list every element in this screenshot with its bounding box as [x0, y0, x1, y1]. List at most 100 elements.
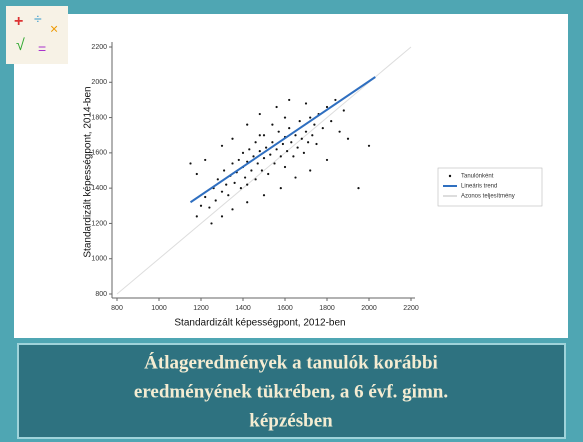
scatter-point [330, 120, 333, 123]
x-tick-label: 1400 [235, 305, 251, 312]
trend-line [116, 46, 412, 295]
scatter-point [315, 142, 318, 146]
scatter-point [367, 144, 371, 147]
scatter-point [313, 123, 316, 126]
scatter-point [338, 130, 341, 133]
scatter-point [214, 199, 217, 202]
scatter-point [275, 105, 278, 109]
scatter-point [199, 204, 203, 207]
scatter-point [231, 137, 234, 140]
svg-text:=: = [38, 41, 46, 57]
scatter-point [288, 127, 291, 130]
caption-line: képzésben [249, 410, 333, 431]
scatter-point [241, 151, 245, 154]
scatter-point [309, 169, 312, 172]
scatter-point [279, 155, 282, 158]
scatter-point [233, 181, 236, 184]
scatter-point [265, 146, 268, 149]
y-tick-label: 1000 [91, 256, 107, 263]
trend-line [189, 76, 376, 204]
scatter-point [311, 134, 314, 137]
x-axis-label: Standardizált képességpont, 2012-ben [174, 318, 345, 329]
scatter-point [208, 206, 211, 209]
x-tick-label: 2000 [361, 305, 377, 312]
scatter-point [271, 141, 274, 144]
svg-text:+: + [14, 13, 23, 30]
x-tick-label: 1000 [151, 305, 167, 312]
scatter-point [220, 144, 224, 147]
scatter-point [258, 134, 261, 137]
scatter-point [246, 201, 249, 204]
scatter-point [195, 215, 198, 218]
legend-label: Lineáris trend [461, 184, 497, 190]
scatter-point [195, 172, 198, 176]
caption-line: eredményének tükrében, a 6 évf. gimn. [134, 381, 448, 402]
x-tick-label: 1600 [277, 305, 293, 312]
y-tick-label: 1600 [91, 150, 107, 157]
scatter-point [271, 123, 274, 126]
scatter-point [262, 157, 266, 160]
scatter-point [288, 98, 291, 102]
scatter-point [346, 137, 350, 140]
scatter-point [321, 127, 324, 130]
scatter-point [256, 162, 259, 165]
scatter-point [342, 109, 345, 112]
scatter-point [307, 141, 310, 144]
scatter-point [204, 158, 207, 162]
scatter-point [258, 112, 261, 116]
scatter-point [231, 162, 234, 165]
scatter-point [248, 148, 251, 151]
scatter-point [246, 123, 249, 126]
svg-text:÷: ÷ [34, 11, 42, 27]
scatter-point [239, 187, 242, 190]
scatter-point [244, 176, 247, 179]
scatter-point [304, 130, 308, 133]
svg-text:×: × [50, 21, 58, 37]
legend-label: Tanulónként [461, 174, 494, 180]
scatter-point [273, 162, 276, 165]
y-tick-label: 2200 [91, 44, 107, 51]
scatter-point [304, 102, 308, 105]
scatter-point [275, 148, 278, 151]
scatter-point [258, 149, 261, 153]
scatter-point [283, 116, 287, 119]
y-tick-label: 1200 [91, 220, 107, 227]
scatter-point [237, 158, 240, 162]
scatter-point [325, 105, 329, 109]
scatter-point [254, 178, 257, 181]
x-tick-label: 2200 [403, 305, 419, 312]
scatter-point [292, 155, 295, 158]
scatter-point [250, 169, 253, 172]
scatter-point [283, 165, 287, 169]
scatter-point [309, 116, 312, 119]
scatter-point [294, 176, 297, 179]
x-tick-label: 1200 [193, 305, 209, 312]
scatter-point [252, 155, 255, 158]
caption-line: Átlageredmények a tanulók korábbi [144, 351, 438, 373]
scatter-point [225, 183, 228, 186]
scatter-point [298, 120, 301, 123]
y-tick-label: 2000 [91, 79, 107, 86]
svg-text:√: √ [16, 37, 25, 54]
scatter-point [189, 162, 192, 165]
scatter-point [262, 134, 266, 137]
scatter-point [334, 98, 337, 102]
scatter-point [246, 160, 249, 163]
scatter-point [227, 194, 230, 197]
scatter-point [281, 142, 284, 146]
scatter-point [204, 195, 207, 199]
scatter-point [216, 178, 219, 181]
scatter-point [302, 151, 305, 154]
y-axis-label: Standardizált képességpont, 2014-ben [83, 86, 94, 257]
scatter-point [325, 158, 329, 162]
scatter-point [279, 187, 282, 190]
scatter-point [267, 172, 270, 176]
scatter-point [277, 130, 280, 133]
scatter-point [269, 153, 272, 156]
scatter-point [220, 190, 224, 193]
y-tick-label: 1400 [91, 185, 107, 192]
scatter-point [254, 141, 257, 144]
scatter-point [357, 187, 360, 190]
y-tick-label: 1800 [91, 114, 107, 121]
